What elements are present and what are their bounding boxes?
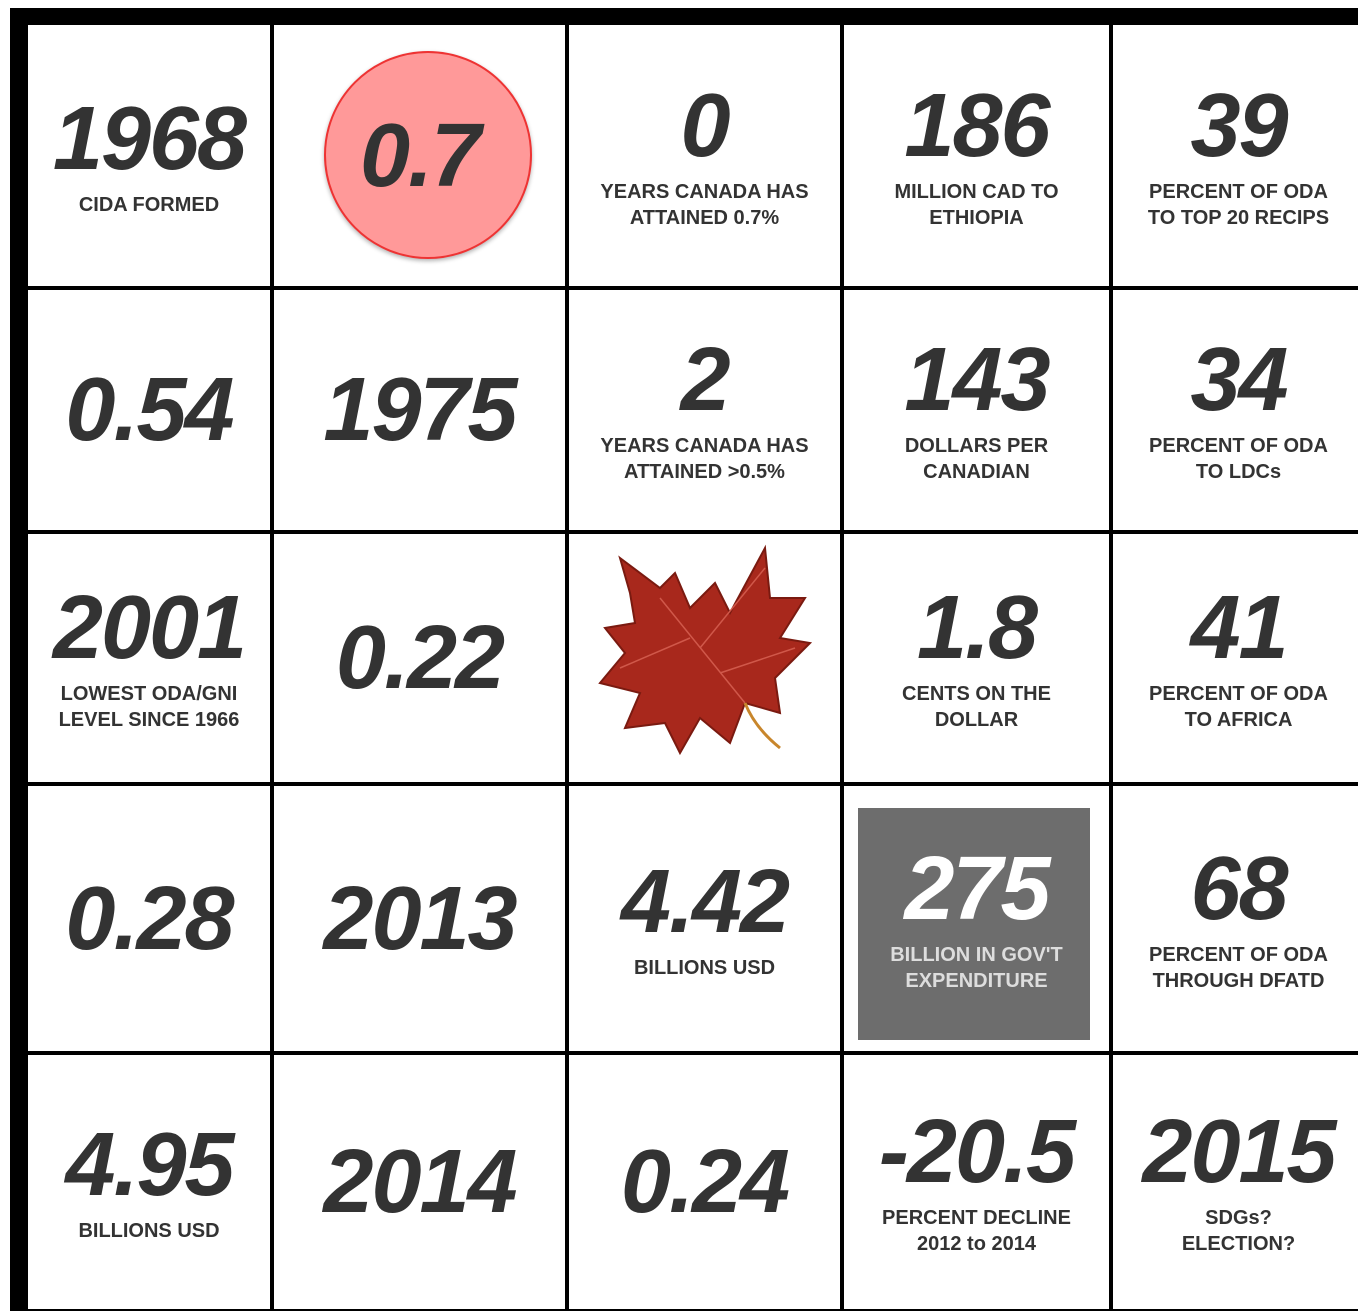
stat-label: BILLIONS USD bbox=[78, 1218, 219, 1244]
label-line: TO TOP 20 RECIPS bbox=[1148, 205, 1329, 231]
stat-number: 39 bbox=[1190, 81, 1286, 171]
stat-number: 1.8 bbox=[917, 583, 1036, 673]
page: 1968CIDA FORMED0.70YEARS CANADA HASATTAI… bbox=[0, 0, 1358, 1311]
label-line: LOWEST ODA/GNI bbox=[59, 681, 240, 707]
label-line: EXPENDITURE bbox=[890, 968, 1063, 994]
label-line: ETHIOPIA bbox=[894, 205, 1058, 231]
label-line: SDGs? bbox=[1182, 1205, 1295, 1231]
stat-number: 0.7 bbox=[360, 111, 479, 201]
label-line: CIDA FORMED bbox=[79, 192, 219, 218]
label-line: TO LDCs bbox=[1149, 459, 1328, 485]
label-line: 2012 to 2014 bbox=[882, 1231, 1071, 1257]
label-line: CANADIAN bbox=[905, 459, 1048, 485]
label-line: ELECTION? bbox=[1182, 1231, 1295, 1257]
stat-number: 0 bbox=[680, 81, 728, 171]
label-line: PERCENT OF ODA bbox=[1149, 942, 1328, 968]
stat-label: SDGs?ELECTION? bbox=[1182, 1205, 1295, 1257]
stat-cell: 0.22 bbox=[274, 534, 565, 782]
stat-cell: 4.42 BILLIONS USD bbox=[569, 786, 840, 1051]
stat-number: 4.42 bbox=[621, 857, 788, 947]
stat-number: 4.95 bbox=[65, 1120, 232, 1210]
stat-cell: 2015 SDGs?ELECTION? bbox=[1113, 1055, 1358, 1309]
stat-number: 186 bbox=[904, 81, 1048, 171]
stat-cell: 0.24 bbox=[569, 1055, 840, 1309]
label-line: YEARS CANADA HAS bbox=[600, 433, 808, 459]
label-line: CENTS ON THE bbox=[902, 681, 1051, 707]
stat-cell: 1968 CIDA FORMED bbox=[28, 25, 270, 286]
stat-number: 2001 bbox=[53, 583, 245, 673]
label-line: DOLLAR bbox=[902, 707, 1051, 733]
stat-number: 2 bbox=[680, 335, 728, 425]
stat-cell: 0.7 bbox=[274, 25, 565, 286]
label-line: PERCENT OF ODA bbox=[1149, 681, 1328, 707]
label-line: ATTAINED >0.5% bbox=[600, 459, 808, 485]
stat-number: 0.28 bbox=[65, 874, 232, 964]
label-line: PERCENT OF ODA bbox=[1148, 179, 1329, 205]
stat-cell: 0.28 bbox=[28, 786, 270, 1051]
maple-leaf bbox=[580, 538, 830, 778]
stat-number: 2014 bbox=[323, 1137, 515, 1227]
label-line: BILLION IN GOV'T bbox=[890, 942, 1063, 968]
stat-cell bbox=[569, 534, 840, 782]
stat-number: -20.5 bbox=[879, 1107, 1074, 1197]
stat-number: 0.22 bbox=[336, 613, 503, 703]
stat-number: 275 bbox=[904, 844, 1048, 934]
stat-cell: 68 PERCENT OF ODATHROUGH DFATD bbox=[1113, 786, 1358, 1051]
stat-cell: 2013 bbox=[274, 786, 565, 1051]
label-line: LEVEL SINCE 1966 bbox=[59, 707, 240, 733]
label-line: PERCENT DECLINE bbox=[882, 1205, 1071, 1231]
label-line: YEARS CANADA HAS bbox=[600, 179, 808, 205]
stat-cell: 0.54 bbox=[28, 290, 270, 530]
stat-cell: 2014 bbox=[274, 1055, 565, 1309]
label-line: BILLIONS USD bbox=[634, 955, 775, 981]
stat-number: 68 bbox=[1190, 844, 1286, 934]
stat-number: 2015 bbox=[1142, 1107, 1334, 1197]
stat-cell: 1975 bbox=[274, 290, 565, 530]
stat-cell: 4.95 BILLIONS USD bbox=[28, 1055, 270, 1309]
stat-number: 41 bbox=[1190, 583, 1286, 673]
label-line: PERCENT OF ODA bbox=[1149, 433, 1328, 459]
stat-number: 1975 bbox=[323, 365, 515, 455]
label-line: THROUGH DFATD bbox=[1149, 968, 1328, 994]
stat-label: BILLIONS USD bbox=[634, 955, 775, 981]
stat-number: 143 bbox=[904, 335, 1048, 425]
stat-number: 0.54 bbox=[65, 365, 232, 455]
label-line: DOLLARS PER bbox=[905, 433, 1048, 459]
stat-number: 2013 bbox=[323, 874, 515, 964]
label-line: MILLION CAD TO bbox=[894, 179, 1058, 205]
stat-number: 0.24 bbox=[621, 1137, 788, 1227]
stat-number: 1968 bbox=[53, 94, 245, 184]
label-line: ATTAINED 0.7% bbox=[600, 205, 808, 231]
stat-number: 34 bbox=[1190, 335, 1286, 425]
leaf bbox=[600, 548, 810, 753]
stat-label: CIDA FORMED bbox=[79, 192, 219, 218]
label-line: BILLIONS USD bbox=[78, 1218, 219, 1244]
label-line: TO AFRICA bbox=[1149, 707, 1328, 733]
